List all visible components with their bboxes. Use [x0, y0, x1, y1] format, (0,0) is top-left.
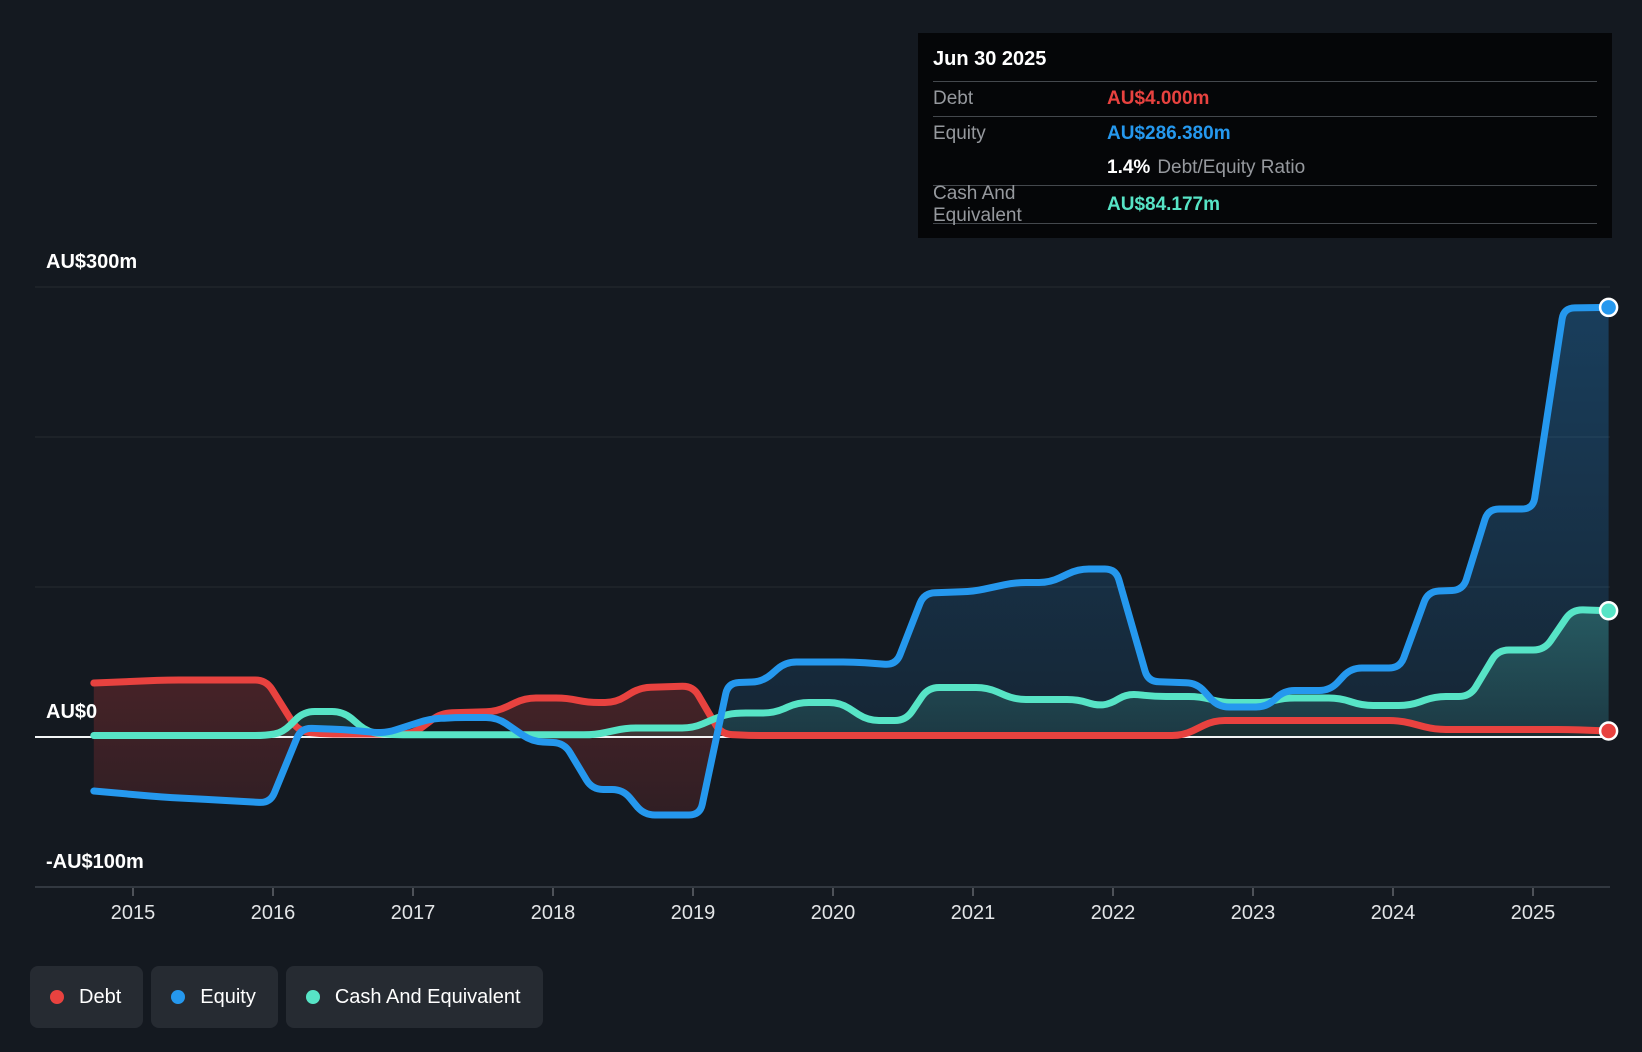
legend-cash-label: Cash And Equivalent: [334, 985, 521, 1008]
tooltip-equity-value: AU$286.380m: [1107, 123, 1231, 144]
equity-series-dot-icon: [171, 990, 186, 1004]
debt-endpoint-marker: [1598, 721, 1619, 741]
tooltip-ratio-label: Debt/Equity Ratio: [1157, 157, 1306, 178]
x-axis-year-label: 2025: [1511, 902, 1556, 924]
tooltip-debt-label: Debt: [933, 88, 974, 109]
equity-endpoint-marker: [1598, 297, 1619, 318]
x-axis-year-label: 2016: [251, 902, 296, 924]
legend-debt-label: Debt: [79, 985, 122, 1008]
tooltip-ratio-value: 1.4%: [1107, 157, 1151, 178]
legend-item-equity[interactable]: Equity: [151, 966, 278, 1028]
chart-tooltip: Jun 30 2025 Debt AU$4.000m Equity AU$286…: [918, 33, 1612, 238]
legend-equity-label: Equity: [200, 985, 256, 1008]
legend-item-cash[interactable]: Cash And Equivalent: [285, 966, 543, 1028]
chart-legend: Debt Equity Cash And Equivalent: [30, 966, 551, 1028]
x-axis-year-label: 2021: [951, 902, 996, 924]
debt-series-dot-icon: [50, 990, 64, 1004]
x-axis-year-label: 2024: [1371, 902, 1416, 924]
debt-area-fill: [433, 686, 719, 815]
tooltip-date: Jun 30 2025: [933, 33, 1597, 82]
x-axis-year-label: 2020: [811, 902, 856, 924]
equity-area-fill: [718, 307, 1609, 736]
x-axis-year-label: 2023: [1231, 902, 1276, 924]
x-axis-year-label: 2015: [111, 902, 156, 924]
tooltip-cash-value: AU$84.177m: [1107, 193, 1221, 215]
tooltip-cash-label: Cash And Equivalent: [933, 182, 1022, 226]
tooltip-debt-value: AU$4.000m: [1107, 88, 1210, 109]
tooltip-row-ratio: 1.4% Debt/Equity Ratio: [933, 151, 1597, 186]
legend-item-debt[interactable]: Debt: [30, 966, 144, 1028]
debt-line: [90, 676, 1613, 739]
y-axis-label: -AU$100m: [46, 851, 144, 873]
x-axis-year-label: 2018: [531, 902, 576, 924]
y-axis-label: AU$0: [46, 701, 97, 723]
tooltip-row-cash: Cash And Equivalent AU$84.177m: [933, 182, 1597, 226]
tooltip-equity-label: Equity: [933, 123, 986, 144]
x-axis-year-label: 2017: [391, 902, 436, 924]
cash-endpoint-marker: [1598, 600, 1619, 621]
cash-line: [90, 606, 1613, 739]
equity-line: [90, 303, 1613, 819]
x-axis-year-label: 2019: [671, 902, 716, 924]
tooltip-row-equity: Equity AU$286.380m: [933, 117, 1597, 151]
debt-area-fill: [93, 680, 300, 803]
x-axis-year-label: 2022: [1091, 902, 1136, 924]
cash-series-dot-icon: [305, 990, 320, 1004]
y-axis-label: AU$300m: [46, 251, 137, 273]
tooltip-row-debt: Debt AU$4.000m: [933, 82, 1597, 117]
